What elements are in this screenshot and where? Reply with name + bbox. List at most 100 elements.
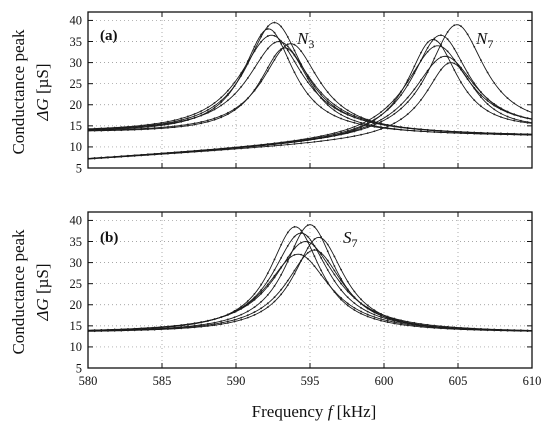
data-point: [273, 274, 276, 277]
data-point: [206, 120, 209, 123]
data-point: [93, 127, 96, 130]
data-point: [233, 93, 236, 96]
data-point: [393, 321, 396, 324]
data-point: [333, 273, 336, 276]
data-point: [306, 81, 309, 84]
data-point: [286, 49, 289, 52]
data-point: [346, 280, 349, 283]
data-point: [293, 253, 296, 256]
series-line-s7-3: [88, 241, 532, 331]
data-point: [373, 118, 376, 121]
data-point: [147, 329, 149, 331]
data-point: [420, 323, 422, 326]
data-point: [93, 330, 96, 333]
data-point: [173, 119, 176, 122]
data-point: [266, 28, 269, 30]
data-point: [493, 132, 496, 135]
data-point: [480, 328, 482, 331]
data-point: [433, 78, 436, 81]
data-point: [280, 40, 283, 42]
data-point: [440, 34, 442, 37]
data-point: [500, 108, 502, 111]
data-point: [313, 85, 316, 88]
data-point: [226, 99, 229, 102]
data-point: [393, 109, 396, 112]
data-point: [153, 122, 156, 125]
data-point: [120, 126, 123, 129]
data-point: [140, 153, 143, 156]
data-point: [340, 282, 342, 285]
data-point: [360, 133, 362, 136]
data-point: [360, 121, 362, 124]
data-point: [486, 109, 489, 112]
data-point: [493, 108, 496, 111]
data-point: [413, 127, 416, 130]
data-point: [286, 43, 289, 46]
data-point: [147, 123, 149, 126]
data-point: [446, 55, 449, 58]
data-point: [366, 310, 369, 313]
data-point: [360, 306, 362, 309]
data-point: [386, 114, 389, 117]
data-point: [200, 149, 203, 152]
data-point: [493, 329, 496, 331]
data-point: [200, 110, 203, 112]
data-point: [253, 89, 256, 92]
data-point: [473, 328, 476, 331]
data-point: [380, 123, 382, 126]
data-point: [320, 96, 322, 99]
data-point: [360, 302, 362, 305]
data-point: [193, 123, 196, 126]
data-point: [213, 148, 216, 150]
data-point: [253, 67, 256, 69]
panel-b: 5 10 15 20 25 30 35 40 580 585 590 595 600 605 610 (b) S…: [70, 211, 541, 388]
data-point: [353, 296, 356, 299]
data-point: [240, 85, 243, 88]
data-point: [246, 145, 249, 147]
data-point: [293, 225, 296, 228]
data-point: [133, 329, 136, 332]
data-point: [266, 70, 269, 72]
data-point: [213, 104, 216, 107]
data-point: [300, 241, 303, 244]
data-point: [373, 311, 376, 313]
data-point: [473, 99, 476, 102]
curves-a: [88, 21, 532, 160]
data-point: [253, 45, 256, 48]
data-point: [466, 78, 469, 81]
data-point: [120, 328, 123, 331]
data-point: [426, 50, 429, 53]
data-point: [380, 126, 382, 128]
data-point: [466, 33, 469, 36]
data-point: [413, 106, 416, 109]
data-point: [346, 128, 349, 131]
data-point: [240, 313, 243, 316]
data-point: [260, 56, 263, 59]
data-point: [293, 49, 296, 52]
data-point: [340, 108, 342, 111]
data-point: [366, 315, 369, 318]
data-point: [320, 93, 322, 96]
y-tick-label: 10: [70, 340, 83, 354]
data-point: [333, 98, 336, 101]
data-point: [320, 236, 322, 239]
data-point: [273, 58, 276, 61]
data-point: [380, 120, 382, 123]
data-point: [120, 155, 123, 158]
data-point: [360, 118, 362, 121]
data-point: [413, 70, 416, 73]
data-point: [200, 114, 203, 117]
data-point: [246, 300, 249, 302]
data-point: [213, 106, 216, 109]
data-point: [353, 113, 356, 116]
data-point: [280, 243, 283, 246]
data-point: [426, 41, 429, 44]
x-title-prefix: Frequency: [252, 402, 328, 421]
y-title-line2-a: ΔG [µS]: [33, 63, 52, 121]
data-point: [380, 114, 382, 117]
data-point: [140, 124, 143, 127]
y-tick-label: 10: [70, 140, 83, 154]
data-point: [113, 329, 116, 332]
data-point: [127, 128, 129, 131]
data-point: [333, 269, 336, 272]
